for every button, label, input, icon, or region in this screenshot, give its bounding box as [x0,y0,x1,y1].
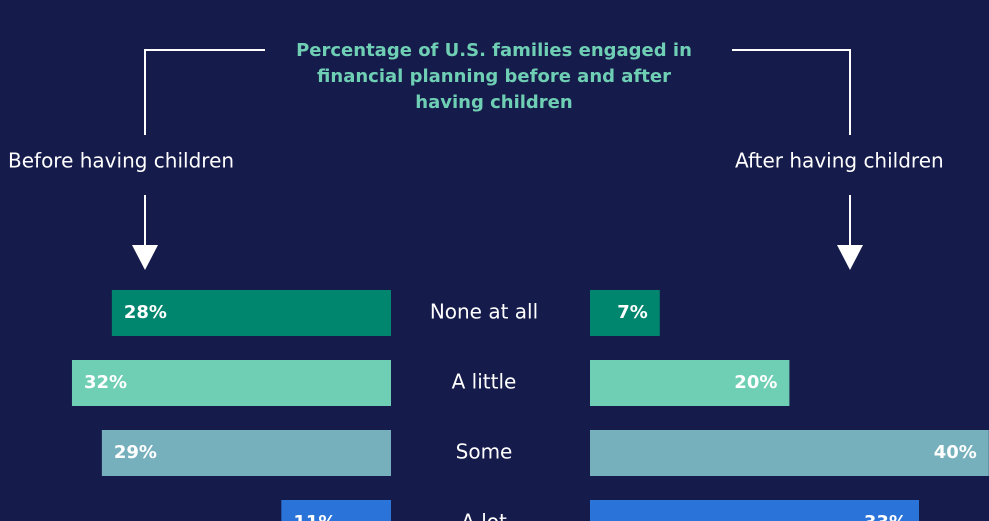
bar [101,430,392,476]
value-label: 28% [124,302,167,323]
value-label: 33% [864,512,907,521]
right-label: After having children [735,149,944,173]
category-label: None at all [430,300,538,324]
bar [590,430,989,476]
arrow-head [837,245,863,270]
arrow-head [132,245,158,270]
category-label: A lot [461,510,507,521]
connector-line [732,49,851,135]
left-label: Before having children [8,149,234,173]
value-label: 7% [617,302,648,323]
bar [71,360,392,406]
value-label: 29% [114,442,157,463]
bar [590,500,920,521]
connector-line [144,49,265,135]
bar [590,360,790,406]
value-label: 11% [293,512,336,521]
value-label: 32% [84,372,127,393]
category-label: A little [452,370,517,394]
category-label: Some [456,440,513,464]
chart-title: Percentage of U.S. families engaged in f… [296,40,692,113]
bar [590,290,660,336]
bar [281,500,391,521]
connectors [144,49,851,248]
value-label: 40% [934,442,977,463]
value-label: 20% [734,372,777,393]
bar [111,290,391,336]
